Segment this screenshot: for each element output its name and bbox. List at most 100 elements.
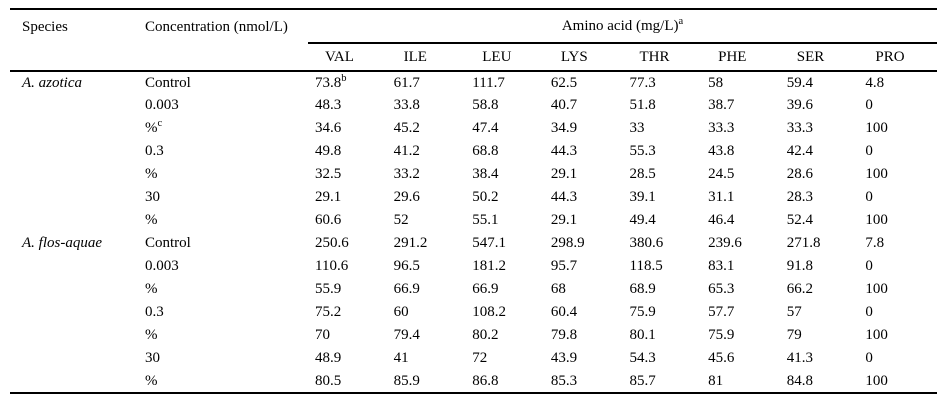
value-cell: 86.8 xyxy=(472,372,499,389)
species-cell xyxy=(10,140,140,163)
value-cell: 0 xyxy=(865,97,873,113)
species-cell xyxy=(10,209,140,232)
table-row: 0.3 49.8 41.2 68.8 44.3 55.3 43.8 42.4 0 xyxy=(10,140,937,163)
value-cell: 298.9 xyxy=(550,235,585,251)
value-cell: 49.8 xyxy=(315,143,342,159)
concentration-cell: 30 xyxy=(145,189,160,205)
value-cell: 4.8 xyxy=(865,74,885,91)
value-cell: 79.8 xyxy=(550,327,578,343)
value-cell: 91.8 xyxy=(786,258,813,274)
value-cell: 60 xyxy=(393,304,409,320)
value-cell: 68.9 xyxy=(629,281,656,297)
value-cell: 239.6 xyxy=(708,235,742,251)
concentration-cell: 0.003 xyxy=(145,258,179,274)
concentration-cell: % xyxy=(145,327,158,343)
species-cell xyxy=(10,370,140,393)
value-cell: 57.7 xyxy=(708,304,735,320)
value-cell: 65.3 xyxy=(708,281,735,297)
value-cell: 24.5 xyxy=(708,166,735,182)
concentration-cell: % xyxy=(145,372,158,389)
table-body: A. azotica Control 73.8b 61.7 111.7 62.5 77.3 5… xyxy=(10,71,937,393)
species-cell xyxy=(10,347,140,370)
value-cell: 83.1 xyxy=(708,258,735,274)
species-cell xyxy=(10,117,140,140)
table-row: %c 34.6 45.2 47.4 34.9 33 33.3 33.3 100 xyxy=(10,117,937,140)
value-cell: 110.6 xyxy=(315,258,349,274)
value-cell: 100 xyxy=(865,166,888,182)
value-cell: 77.3 xyxy=(629,74,656,91)
value-cell: 39.6 xyxy=(786,97,813,113)
value-cell: 55.9 xyxy=(315,281,342,297)
value-cell: 43.9 xyxy=(550,350,578,366)
column-group-header-amino-acid: Amino acid (mg/L)a xyxy=(308,9,937,44)
value-cell: 68 xyxy=(550,281,566,297)
value-cell: 33.2 xyxy=(393,166,420,182)
value-cell: 28.6 xyxy=(786,166,813,182)
value-cell: 57 xyxy=(786,304,802,320)
value-cell: 50.2 xyxy=(472,189,499,205)
value-cell: 0 xyxy=(865,189,873,205)
concentration-cell: 30 xyxy=(145,350,160,366)
table-row: 30 29.1 29.6 50.2 44.3 39.1 31.1 28.3 0 xyxy=(10,186,937,209)
value-cell: 34.6 xyxy=(315,120,342,136)
value-cell: 0 xyxy=(865,350,873,366)
value-cell: 38.4 xyxy=(472,166,499,182)
column-header-pro: PRO xyxy=(875,48,905,65)
column-header-species: Species xyxy=(22,19,68,35)
column-header-concentration: Concentration (nmol/L) xyxy=(145,19,288,35)
value-cell: 72 xyxy=(472,350,488,366)
species-cell xyxy=(10,163,140,186)
concentration-cell: Control xyxy=(145,74,191,91)
value-cell: 61.7 xyxy=(393,74,420,91)
value-cell: 291.2 xyxy=(393,235,428,251)
value-cell: 250.6 xyxy=(315,235,349,251)
column-header-ile: ILE xyxy=(403,48,427,65)
table-row: % 55.9 66.9 66.9 68 68.9 65.3 66.2 100 xyxy=(10,278,937,301)
value-cell: 7.8 xyxy=(865,235,885,251)
concentration-cell: 0.003 xyxy=(145,97,179,113)
value-cell: 29.1 xyxy=(550,212,578,228)
value-cell: 66.9 xyxy=(393,281,420,297)
value-cell: 28.3 xyxy=(786,189,813,205)
value-cell: 75.2 xyxy=(315,304,342,320)
value-cell: 40.7 xyxy=(550,97,578,113)
value-cell: 47.4 xyxy=(472,120,499,136)
table-row: A. azotica Control 73.8b 61.7 111.7 62.5 77.3 5… xyxy=(10,71,937,94)
value-cell: 33.3 xyxy=(708,120,735,136)
value-cell: 95.7 xyxy=(550,258,578,274)
table-row: % 70 79.4 80.2 79.8 80.1 75.9 79 100 xyxy=(10,324,937,347)
species-cell xyxy=(10,324,140,347)
value-cell: 52 xyxy=(393,212,409,228)
value-cell: 271.8 xyxy=(786,235,821,251)
value-cell: 44.3 xyxy=(550,143,578,159)
value-cell: 79.4 xyxy=(393,327,420,343)
concentration-cell: 0.3 xyxy=(145,143,164,159)
value-cell: 45.2 xyxy=(393,120,420,136)
value-cell: 75.9 xyxy=(629,304,656,320)
table-row: % 32.5 33.2 38.4 29.1 28.5 24.5 28.6 100 xyxy=(10,163,937,186)
value-cell: 85.7 xyxy=(629,372,656,389)
value-cell: 46.4 xyxy=(708,212,735,228)
value-cell: 0 xyxy=(865,258,873,274)
column-header-thr: THR xyxy=(639,48,670,65)
value-cell: 39.1 xyxy=(629,189,656,205)
amino-acid-table: Species Concentration (nmol/L) Amino aci… xyxy=(10,8,937,394)
value-cell: 108.2 xyxy=(472,304,506,320)
value-cell: 41.3 xyxy=(786,350,813,366)
column-header-ser: SER xyxy=(796,48,825,65)
species-cell xyxy=(10,255,140,278)
value-cell: 0 xyxy=(865,304,873,320)
value-cell: 60.4 xyxy=(550,304,578,320)
value-cell: 45.6 xyxy=(708,350,735,366)
species-cell xyxy=(10,186,140,209)
value-cell: 43.8 xyxy=(708,143,735,159)
column-header-phe: PHE xyxy=(718,48,747,65)
value-cell: 66.2 xyxy=(786,281,813,297)
value-cell: 118.5 xyxy=(629,258,663,274)
value-cell: 181.2 xyxy=(472,258,506,274)
value-cell: 51.8 xyxy=(629,97,656,113)
value-cell: 59.4 xyxy=(786,74,813,91)
value-cell: 0 xyxy=(865,143,873,159)
value-cell: 100 xyxy=(865,120,888,136)
value-cell: 68.8 xyxy=(472,143,499,159)
